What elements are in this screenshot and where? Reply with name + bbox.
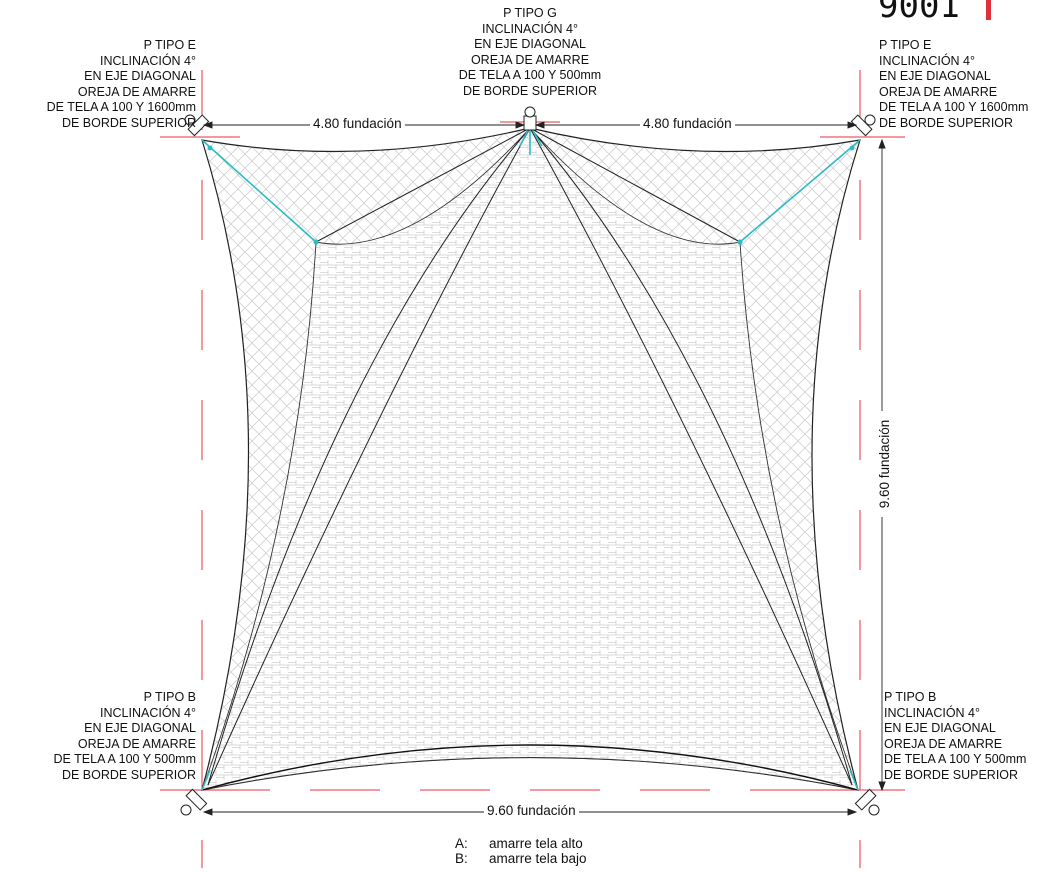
- legend-item: A: amarre tela alto: [455, 836, 587, 851]
- label-line: INCLINACIÓN 4°: [100, 705, 196, 720]
- dimension-bottom: 9.60 fundación: [484, 803, 579, 819]
- cable-nodes: [207, 145, 855, 245]
- label-line: INCLINACIÓN 4°: [100, 53, 196, 68]
- label-line: P TIPO B: [884, 690, 937, 704]
- post-top-left: [184, 114, 210, 137]
- label-line: EN EJE DIAGONAL: [474, 37, 586, 51]
- label-top-left: P TIPO E INCLINACIÓN 4° EN EJE DIAGONAL …: [8, 38, 196, 131]
- legend-key: B:: [455, 851, 468, 866]
- sheet-code: 9001: [878, 0, 960, 26]
- seam-lines: [207, 127, 853, 786]
- label-line: DE TELA A 100 Y 500mm: [458, 68, 602, 82]
- post-bottom-right: [854, 788, 880, 816]
- label-line: DE TELA A 100 Y 1600mm: [879, 100, 1029, 114]
- guide-lines: [160, 70, 905, 868]
- label-line: P TIPO E: [879, 38, 932, 52]
- label-line: EN EJE DIAGONAL: [884, 721, 996, 735]
- sail-bottom-edge: [201, 744, 859, 791]
- post-bottom-left: [180, 788, 208, 816]
- label-line: DE BORDE SUPERIOR: [61, 115, 196, 130]
- label-line: P TIPO B: [143, 690, 196, 704]
- label-line: DE TELA A 100 Y 1600mm: [46, 100, 196, 114]
- label-line: DE BORDE SUPERIOR: [61, 767, 196, 782]
- dimension-top-right: 4.80 fundación: [640, 116, 735, 132]
- post-top-right: [850, 114, 876, 137]
- label-line: P TIPO G: [503, 6, 557, 20]
- label-bottom-left: P TIPO B INCLINACIÓN 4° EN EJE DIAGONAL …: [8, 690, 196, 783]
- label-top-right: P TIPO E INCLINACIÓN 4° EN EJE DIAGONAL …: [879, 38, 1057, 131]
- label-top-center: P TIPO G INCLINACIÓN 4° EN EJE DIAGONAL …: [440, 6, 620, 99]
- legend-text: amarre tela alto: [489, 836, 583, 851]
- legend-item: B: amarre tela bajo: [455, 851, 587, 866]
- dimension-top-left: 4.80 fundación: [310, 116, 405, 132]
- legend-text: amarre tela bajo: [489, 851, 587, 866]
- label-line: INCLINACIÓN 4°: [482, 21, 578, 36]
- label-line: OREJA DE AMARRE: [884, 736, 1003, 751]
- label-line: OREJA DE AMARRE: [879, 84, 998, 99]
- label-line: DE BORDE SUPERIOR: [879, 115, 1014, 130]
- label-line: EN EJE DIAGONAL: [84, 69, 196, 83]
- label-line: OREJA DE AMARRE: [77, 84, 196, 99]
- dimension-right-vertical: 9.60 fundación: [877, 411, 893, 517]
- label-line: OREJA DE AMARRE: [77, 736, 196, 751]
- label-line: EN EJE DIAGONAL: [879, 69, 991, 83]
- label-line: DE BORDE SUPERIOR: [462, 83, 598, 98]
- label-line: EN EJE DIAGONAL: [84, 721, 196, 735]
- label-line: INCLINACIÓN 4°: [879, 53, 975, 68]
- label-line: DE TELA A 100 Y 500mm: [53, 752, 196, 766]
- legend: A: amarre tela alto B: amarre tela bajo: [455, 836, 587, 866]
- label-line: OREJA DE AMARRE: [470, 52, 590, 67]
- post-top-center: [523, 106, 537, 131]
- label-line: DE TELA A 100 Y 500mm: [884, 752, 1027, 766]
- legend-key: A:: [455, 836, 468, 851]
- label-bottom-right: P TIPO B INCLINACIÓN 4° EN EJE DIAGONAL …: [884, 690, 1056, 783]
- label-line: P TIPO E: [143, 38, 196, 52]
- sheet-code-bar: [986, 0, 991, 20]
- label-line: INCLINACIÓN 4°: [884, 705, 980, 720]
- label-line: DE BORDE SUPERIOR: [884, 767, 1019, 782]
